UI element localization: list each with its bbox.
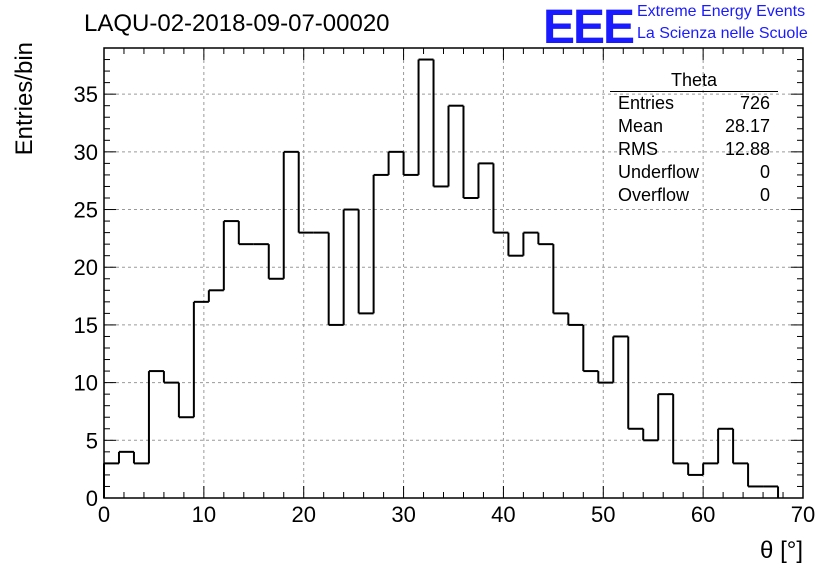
y-axis-label: Entries/bin	[11, 42, 38, 155]
y-tick-label: 30	[74, 140, 98, 165]
stats-row-mean: Mean 28.17	[610, 115, 778, 138]
stats-value: 12.88	[724, 139, 770, 159]
stats-row-rms: RMS 12.88	[610, 138, 778, 161]
statistics-box: Theta Entries 726 Mean 28.17 RMS 12.88 U…	[610, 70, 778, 207]
stats-value: 0	[759, 162, 770, 182]
y-tick-label: 0	[86, 486, 98, 511]
x-axis-ticks: 0 10 20 30 40 50 60 70	[98, 48, 815, 527]
chart-title: LAQU-02-2018-09-07-00020	[84, 10, 390, 37]
logo-caption-line1: Extreme Energy Events	[637, 3, 806, 20]
stats-label: Overflow	[618, 185, 690, 205]
y-tick-label: 35	[74, 82, 98, 107]
plot-frame	[103, 47, 804, 499]
x-axis-label: θ [°]	[760, 537, 803, 564]
x-tick-label: 30	[391, 502, 415, 527]
y-tick-label: 25	[74, 198, 98, 223]
x-tick-label: 50	[591, 502, 615, 527]
stats-label: Entries	[618, 93, 675, 113]
logo-caption-line2: La Scienza nelle Scuole	[637, 25, 808, 42]
stats-value: 28.17	[724, 116, 770, 136]
stats-label: Mean	[618, 116, 664, 136]
histogram-series	[103, 58, 780, 498]
y-tick-label: 20	[74, 255, 98, 280]
stats-row-overflow: Overflow 0	[610, 184, 778, 207]
stats-value: 726	[739, 93, 770, 113]
stats-title: Theta	[610, 70, 778, 92]
x-tick-label: 0	[98, 502, 110, 527]
y-tick-label: 5	[86, 428, 98, 453]
x-tick-label: 10	[192, 502, 216, 527]
x-tick-label: 20	[291, 502, 315, 527]
y-tick-label: 10	[74, 371, 98, 396]
axes-frame	[103, 47, 804, 499]
stats-row-entries: Entries 726	[610, 92, 778, 115]
grid-lines	[103, 48, 804, 499]
y-tick-label: 15	[74, 313, 98, 338]
stats-label: RMS	[618, 139, 658, 159]
eee-logo: EEE	[543, 1, 635, 54]
stats-row-underflow: Underflow 0	[610, 161, 778, 184]
x-tick-label: 70	[791, 502, 815, 527]
x-tick-label: 40	[491, 502, 515, 527]
stats-label: Underflow	[618, 162, 700, 182]
x-tick-label: 60	[691, 502, 715, 527]
y-axis-ticks: 0 5 10 15 20 25 30 35	[74, 47, 803, 511]
stats-value: 0	[759, 185, 770, 205]
